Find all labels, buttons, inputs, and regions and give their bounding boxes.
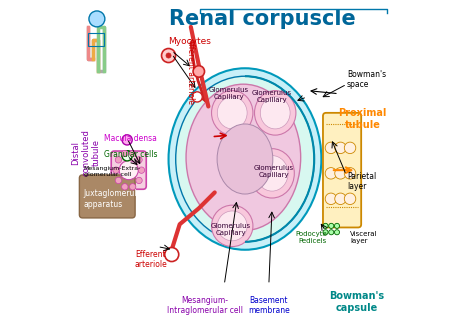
Circle shape [335,223,339,228]
Text: Mesangium-Extra-
glomerular cell: Mesangium-Extra- glomerular cell [83,166,141,177]
Text: Podocyte
Pedicels: Podocyte Pedicels [295,231,327,243]
Text: Renal corpuscle: Renal corpuscle [169,9,356,29]
Circle shape [89,11,105,27]
Circle shape [122,184,128,190]
Text: Visceral
layer: Visceral layer [350,231,377,243]
Circle shape [344,168,356,179]
Circle shape [344,193,356,204]
Ellipse shape [217,97,247,129]
Circle shape [162,49,175,62]
Text: Basement
membrane: Basement membrane [248,296,290,315]
Ellipse shape [250,149,294,198]
Circle shape [325,193,337,204]
Circle shape [136,157,142,163]
Text: Granular cells: Granular cells [104,150,157,159]
Circle shape [328,230,334,235]
Circle shape [129,184,136,190]
Text: Macula densa: Macula densa [104,134,157,143]
Text: Proximal
tubule: Proximal tubule [338,109,387,130]
Circle shape [192,92,202,102]
Text: Glomerulus
Capillary: Glomerulus Capillary [209,87,249,100]
Circle shape [344,142,356,154]
FancyArrowPatch shape [191,43,206,101]
Circle shape [113,167,119,173]
Ellipse shape [217,211,247,241]
Text: Myocytes: Myocytes [169,37,211,46]
Circle shape [119,161,138,180]
Circle shape [323,223,328,228]
Circle shape [323,230,328,235]
Ellipse shape [211,90,253,135]
Text: Glomerulus
Capillary: Glomerulus Capillary [252,90,292,103]
Circle shape [115,157,122,163]
Circle shape [129,150,136,157]
Ellipse shape [211,205,253,247]
Text: Glomerulus
Capillary: Glomerulus Capillary [254,165,294,178]
Ellipse shape [260,97,290,129]
Circle shape [138,167,145,173]
Ellipse shape [255,90,296,135]
Circle shape [165,248,179,261]
Circle shape [122,150,128,157]
Circle shape [335,168,346,179]
Ellipse shape [256,156,288,191]
Circle shape [328,223,334,228]
Bar [88,33,104,46]
Circle shape [115,177,122,184]
Text: Efferent
arteriole: Efferent arteriole [134,250,167,269]
Ellipse shape [186,84,301,231]
Text: Parietal
layer: Parietal layer [347,172,376,191]
Circle shape [335,193,346,204]
Circle shape [122,135,132,145]
Text: Afferent arteriole: Afferent arteriole [186,38,195,104]
Circle shape [335,230,339,235]
FancyBboxPatch shape [111,151,146,189]
Text: Juxtaglomerular
apparatus: Juxtaglomerular apparatus [83,189,145,209]
Circle shape [122,151,132,161]
Text: Distal
convoluted
tubule: Distal convoluted tubule [71,129,100,176]
FancyBboxPatch shape [79,175,135,218]
Text: Mesangium-
Intraglomerular cell: Mesangium- Intraglomerular cell [167,296,243,315]
Circle shape [325,142,337,154]
Ellipse shape [176,76,314,242]
Text: Bowman's
capsule: Bowman's capsule [329,291,384,313]
FancyBboxPatch shape [323,113,361,227]
Circle shape [166,53,171,58]
Ellipse shape [217,124,273,194]
Text: Bowman's
space: Bowman's space [347,70,386,89]
Circle shape [325,168,337,179]
Circle shape [335,142,346,154]
Circle shape [136,177,142,184]
Text: Glomerulus
Capillary: Glomerulus Capillary [210,223,251,236]
Circle shape [193,66,204,77]
Ellipse shape [169,68,321,250]
